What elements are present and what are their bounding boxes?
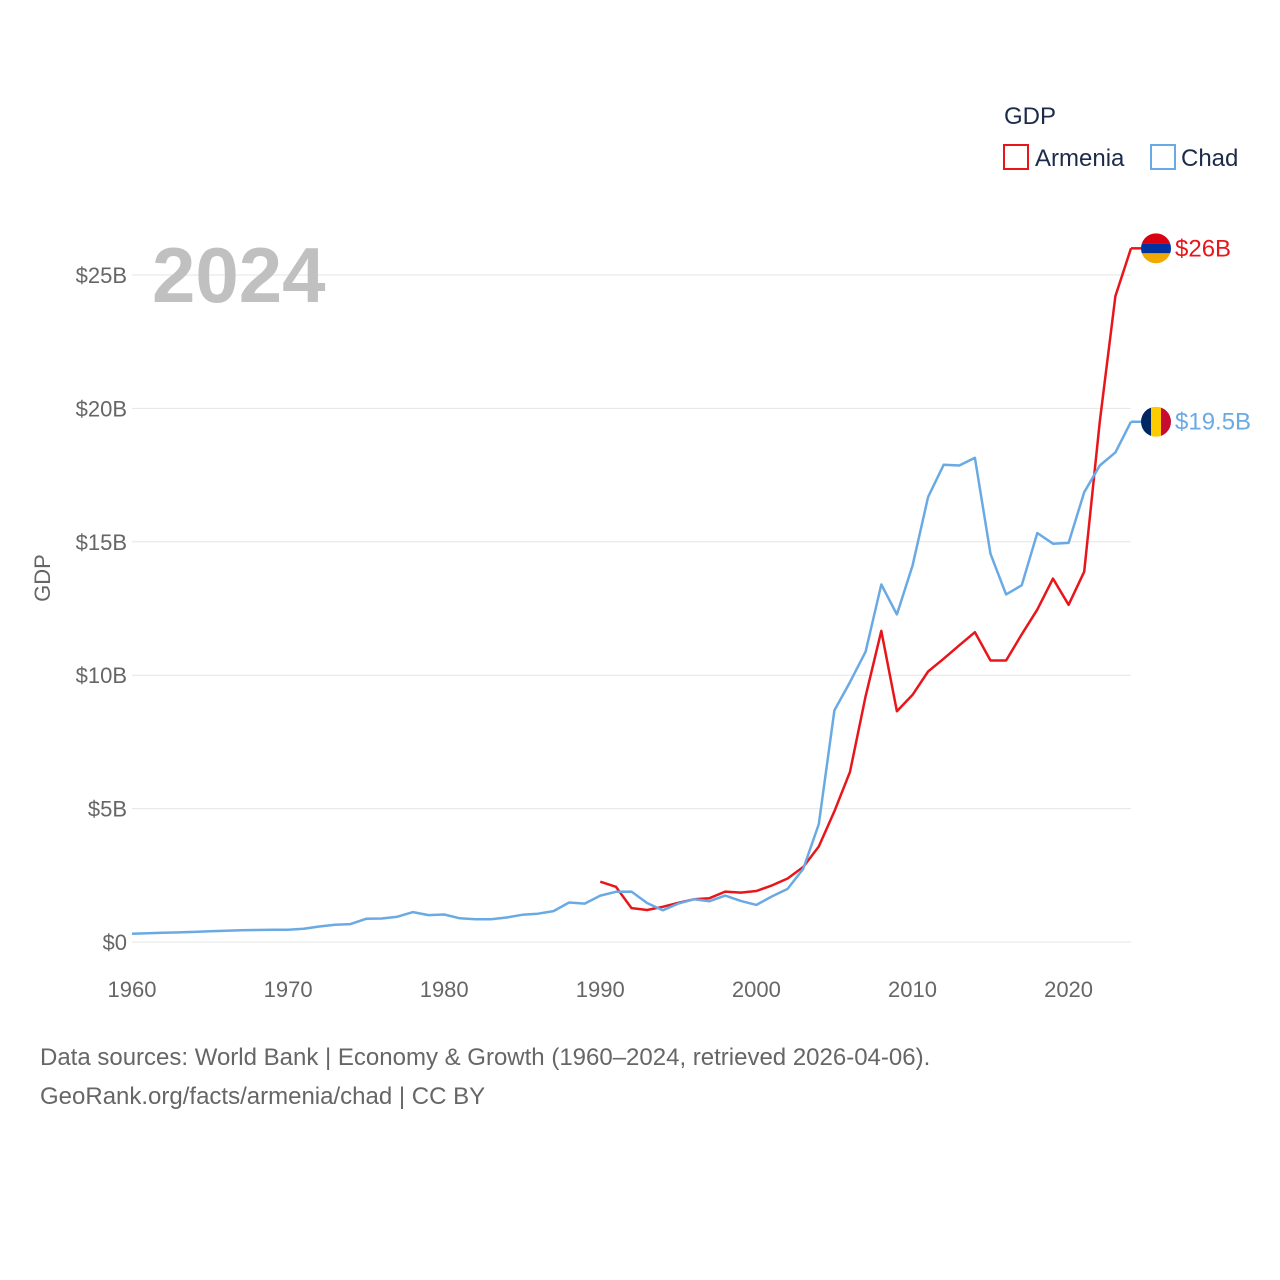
legend: GDP Armenia Chad: [1003, 103, 1238, 172]
end-value-label-chad: $19.5B: [1175, 409, 1251, 436]
attribution-link[interactable]: GeoRank.org/facts/armenia/chad | CC BY: [40, 1083, 486, 1110]
legend-title: GDP: [1004, 103, 1056, 130]
x-tick-label: 2000: [732, 977, 781, 1002]
y-tick-label: $15B: [76, 530, 127, 555]
gridlines: [132, 274, 1131, 943]
y-tick-label: $20B: [76, 396, 127, 421]
x-tick-label: 1980: [420, 977, 469, 1002]
year-label: 2024: [152, 231, 326, 319]
y-tick-label: $5B: [88, 797, 127, 822]
legend-label-chad: Chad: [1181, 145, 1238, 172]
series-line-armenia: [599, 247, 1133, 912]
y-tick-label: $10B: [76, 663, 127, 688]
x-tick-label: 2010: [888, 977, 937, 1002]
armenia-flag-icon: [1141, 233, 1171, 264]
legend-swatch-chad: [1150, 144, 1176, 170]
y-tick-label: $0: [103, 930, 127, 955]
series-lines: [131, 247, 1133, 935]
x-tick-label: 1970: [264, 977, 313, 1002]
legend-label-armenia: Armenia: [1035, 145, 1125, 172]
legend-item-armenia[interactable]: Armenia: [1003, 144, 1125, 172]
y-axis-ticks: $0 $5B $10B $15B $20B $25B: [76, 263, 127, 955]
x-tick-label: 2020: [1044, 977, 1093, 1002]
x-tick-label: 1990: [576, 977, 625, 1002]
legend-item-chad[interactable]: Chad: [1150, 144, 1238, 172]
series-line-chad: [131, 421, 1133, 935]
series-end-markers: $26B $19.5B: [1131, 233, 1251, 437]
data-source-note: Data sources: World Bank | Economy & Gro…: [40, 1044, 931, 1071]
chad-flag-icon: [1141, 406, 1171, 437]
end-value-label-armenia: $26B: [1175, 235, 1231, 262]
y-tick-label: $25B: [76, 263, 127, 288]
y-axis-title: GDP: [30, 554, 55, 602]
x-axis-ticks: 1960 1970 1980 1990 2000 2010 2020: [108, 977, 1094, 1002]
legend-swatch-armenia: [1003, 144, 1029, 170]
x-tick-label: 1960: [108, 977, 157, 1002]
